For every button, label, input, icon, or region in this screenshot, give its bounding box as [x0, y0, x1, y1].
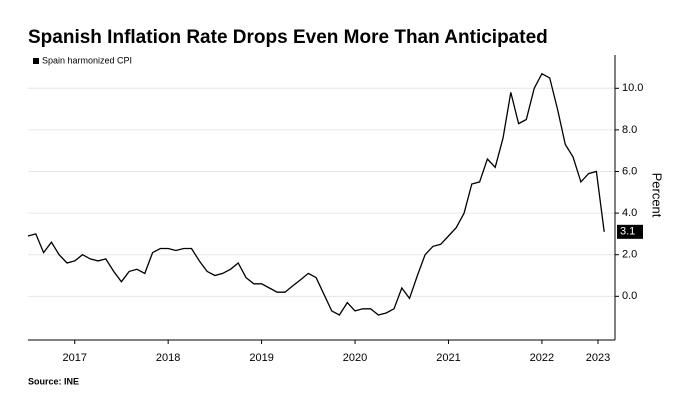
- legend-swatch: [33, 58, 39, 64]
- legend-label: Spain harmonized CPI: [42, 55, 132, 65]
- y-tick-label: 2.0: [622, 249, 637, 261]
- x-tick-label: 2017: [62, 352, 86, 364]
- last-value-label: 3.1: [620, 226, 635, 238]
- x-tick-label: 2023: [586, 352, 610, 364]
- series-line: [27, 72, 605, 316]
- y-axis-label: Percent: [650, 173, 665, 218]
- x-tick-label: 2018: [156, 352, 180, 364]
- x-tick-label: 2022: [530, 352, 554, 364]
- y-tick-label: 10.0: [622, 82, 643, 94]
- y-tick-label: 6.0: [622, 165, 637, 177]
- chart-title: Spanish Inflation Rate Drops Even More T…: [28, 27, 548, 48]
- x-tick-label: 2021: [436, 352, 460, 364]
- last-value-box: [617, 224, 643, 239]
- y-tick-label: 8.0: [622, 124, 637, 136]
- y-tick-label: 4.0: [622, 207, 637, 219]
- source-note: Source: INE: [28, 376, 79, 386]
- y-tick-label: 0.0: [622, 290, 637, 302]
- x-tick-label: 2019: [249, 352, 273, 364]
- x-tick-label: 2020: [343, 352, 367, 364]
